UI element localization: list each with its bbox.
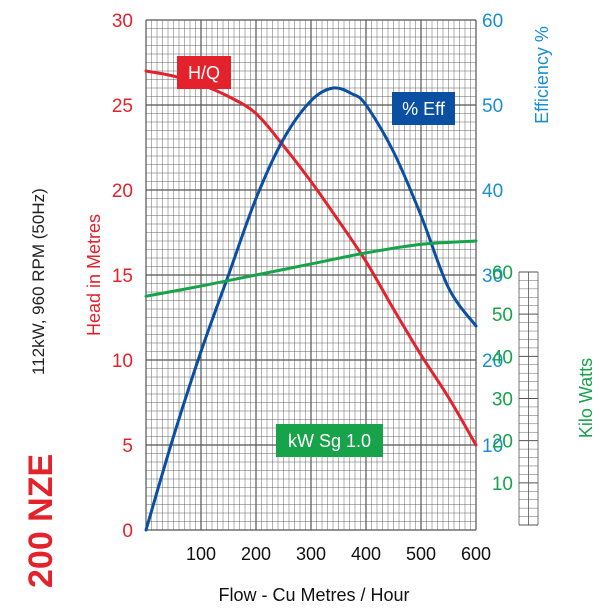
power-tick-label: 60 [492,263,513,284]
x-tick-label: 100 [186,544,216,564]
x-tick-label: 300 [296,544,326,564]
efficiency-tick-label: 60 [482,11,503,32]
head-tick-label: 25 [112,96,133,117]
x-tick-label: 600 [461,544,491,564]
x-axis-label: Flow - Cu Metres / Hour [218,585,409,605]
head-tick-label: 15 [112,266,133,287]
model-title: 200 NZE [22,454,60,588]
power-series-label-box [276,424,383,457]
efficiency-tick-label: 50 [482,96,503,117]
efficiency-tick-label: 30 [482,266,503,287]
efficiency-tick-label: 40 [482,181,503,202]
x-tick-label: 500 [406,544,436,564]
head-tick-label: 30 [112,11,133,32]
head-series-label: H/Q [188,63,220,83]
power-series-label: kW Sg 1.0 [288,431,371,451]
power-tick-label: 20 [492,432,513,453]
head-series-label-box [177,56,231,89]
efficiency-series-label-box [392,92,455,125]
efficiency-tick-label: 20 [482,351,503,372]
efficiency-curve [144,86,478,532]
power-axis-label: Kilo Watts [576,358,596,438]
power-tick-label: 30 [492,390,513,411]
power-curve [144,239,478,298]
x-tick-label: 200 [241,544,271,564]
x-tick-label: 400 [351,544,381,564]
head-tick-label: 0 [122,521,133,542]
head-tick-label: 20 [112,181,133,202]
efficiency-series-label: % Eff [402,99,446,119]
power-tick-label: 50 [492,305,513,326]
power-tick-label: 10 [492,474,513,495]
power-tick-label: 40 [492,347,513,368]
head-axis-label: Head in Metres [84,214,104,336]
head-tick-label: 10 [112,351,133,372]
spec-label: 112kW, 960 RPM (50Hz) [29,188,48,375]
efficiency-axis-label: Efficiency % [532,26,552,124]
head-tick-label: 5 [122,436,133,457]
efficiency-tick-label: 10 [482,436,503,457]
